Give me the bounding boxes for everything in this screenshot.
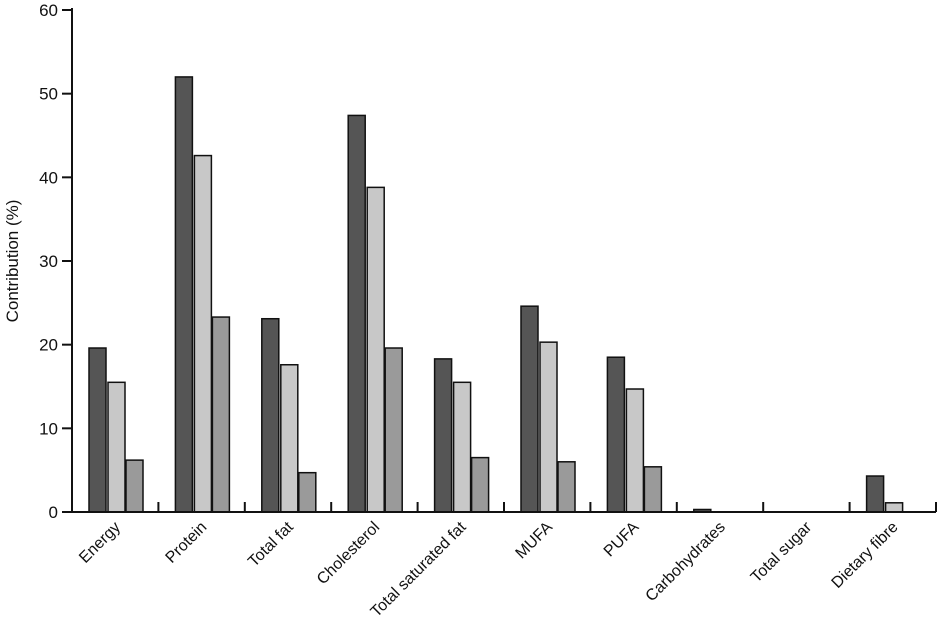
bar-cholesterol-s3 [384, 347, 403, 513]
y-axis-label: Contribution (%) [3, 200, 22, 323]
y-tick-label: 50 [39, 85, 58, 104]
x-tick-label: Total sugar [748, 518, 816, 586]
x-tick-label: Dietary fibre [829, 519, 902, 592]
bar-protein-s3 [211, 316, 231, 513]
bar-total-fat-s1 [261, 317, 280, 513]
bar-mufa-s3 [557, 461, 576, 513]
x-tick-label: Total saturated fat [368, 518, 470, 620]
bar-total-saturated-fat-s3 [470, 456, 490, 513]
bar-energy-s1 [88, 347, 107, 513]
y-tick-label: 30 [39, 252, 58, 271]
bar-pufa-s2 [625, 388, 645, 513]
x-tick-label: PUFA [601, 519, 643, 561]
y-tick-label: 60 [39, 1, 58, 20]
y-tick-label: 20 [39, 336, 58, 355]
y-tick-label: 40 [39, 168, 58, 187]
bar-pufa-s3 [643, 466, 663, 513]
bar-protein-s2 [193, 154, 213, 513]
bar-total-saturated-fat-s2 [452, 381, 472, 513]
bar-total-fat-s3 [298, 471, 317, 513]
bar-total-fat-s2 [280, 363, 299, 513]
bar-energy-s2 [107, 381, 126, 513]
x-tick-label: Energy [76, 519, 124, 567]
bar-total-saturated-fat-s1 [433, 358, 453, 513]
bar-dietary-fibre-s1 [865, 475, 885, 513]
x-tick-label: MUFA [513, 519, 557, 563]
bar-cholesterol-s1 [347, 114, 366, 513]
x-tick-label: Cholesterol [314, 519, 383, 588]
y-tick-label: 10 [39, 419, 58, 438]
bar-cholesterol-s2 [366, 186, 385, 513]
x-tick-label: Total fat [245, 518, 297, 570]
bar-mufa-s1 [520, 305, 539, 513]
bar-energy-s3 [125, 459, 144, 513]
y-tick-label: 0 [49, 503, 58, 522]
x-tick-label: Carbohydrates [643, 519, 729, 605]
bar-protein-s1 [174, 76, 194, 513]
x-tick-label: Protein [163, 519, 211, 567]
bar-pufa-s1 [606, 356, 626, 513]
bar-dietary-fibre-s2 [884, 502, 904, 513]
bar-mufa-s2 [539, 341, 558, 513]
